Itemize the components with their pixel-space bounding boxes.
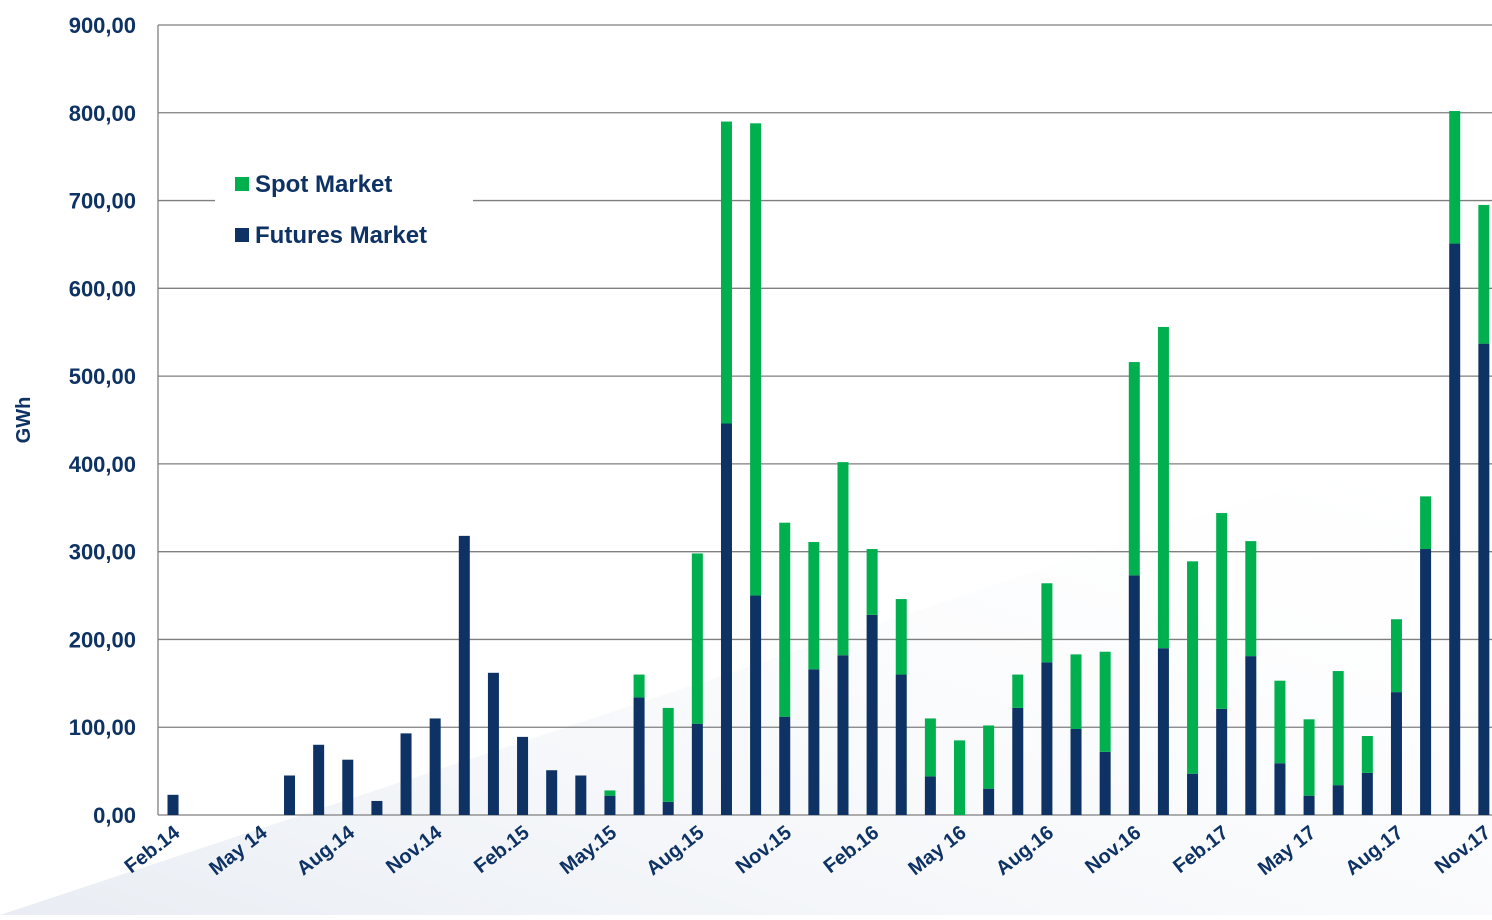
bar-segment — [1332, 671, 1344, 786]
bar-segment — [750, 595, 762, 815]
bar-segment — [1245, 656, 1257, 815]
bar-segment — [808, 669, 820, 815]
bar-segment — [1274, 763, 1286, 815]
bar-segment — [429, 718, 441, 815]
y-tick-label: 900,00 — [69, 13, 136, 38]
bar-segment — [371, 800, 383, 815]
y-tick-label: 700,00 — [69, 189, 136, 214]
bar-segment — [517, 736, 529, 815]
bar-segment — [1449, 243, 1461, 816]
bar-segment — [458, 535, 470, 815]
bar-segment — [1041, 583, 1053, 663]
bar-segment — [1274, 680, 1286, 764]
bar-segment — [1361, 736, 1373, 773]
bar-segment — [604, 790, 616, 796]
bar-segment — [895, 599, 907, 675]
y-tick-label: 200,00 — [69, 627, 136, 652]
bar-segment — [313, 744, 325, 815]
y-tick-label: 100,00 — [69, 715, 136, 740]
legend-box — [215, 160, 473, 260]
y-tick-label: 600,00 — [69, 276, 136, 301]
y-tick-label: 500,00 — [69, 364, 136, 389]
bar-segment — [1070, 654, 1082, 729]
y-axis-label: GWh — [13, 397, 35, 444]
bar-segment — [342, 759, 354, 815]
bar-segment — [954, 740, 966, 815]
bar-segment — [866, 549, 878, 615]
bar-segment — [1303, 795, 1315, 815]
bar-segment — [750, 123, 762, 596]
bar-segment — [779, 522, 791, 717]
bar-segment — [1449, 111, 1461, 244]
bar-segment — [167, 794, 179, 815]
bar-segment — [1041, 662, 1053, 815]
bar-segment — [1478, 343, 1490, 815]
bar-segment — [1216, 708, 1228, 815]
bar-segment — [1187, 561, 1199, 774]
bar-segment — [662, 801, 674, 815]
bar-segment — [1332, 785, 1344, 815]
bar-segment — [662, 707, 674, 802]
y-tick-label: 0,00 — [93, 803, 136, 828]
bar-segment — [691, 723, 703, 815]
bar-segment — [895, 674, 907, 815]
bar-segment — [924, 776, 936, 815]
bar-segment — [1099, 651, 1111, 752]
bar-segment — [487, 672, 499, 815]
bar-segment — [1361, 772, 1373, 815]
bar-segment — [1420, 549, 1432, 815]
legend-label: Futures Market — [255, 222, 427, 249]
bar-segment — [1099, 751, 1111, 815]
legend-swatch — [235, 228, 249, 242]
bar-segment — [1245, 541, 1257, 657]
bar-segment — [1420, 496, 1432, 550]
bar-segment — [720, 423, 732, 815]
legend-swatch — [235, 177, 249, 191]
y-tick-label: 300,00 — [69, 540, 136, 565]
background-decoration — [0, 420, 1492, 915]
bar-segment — [691, 553, 703, 724]
bar-segment — [633, 674, 645, 698]
bar-segment — [808, 542, 820, 670]
bar-segment — [1128, 575, 1140, 815]
bar-segment — [1478, 204, 1490, 344]
legend-label: Spot Market — [255, 171, 392, 198]
bar-segment — [779, 716, 791, 815]
bar-segment — [1303, 719, 1315, 796]
bar-segment — [575, 775, 587, 815]
bar-segment — [546, 770, 558, 815]
bar-segment — [1390, 692, 1402, 815]
bar-segment — [837, 655, 849, 815]
bar-segment — [1390, 619, 1402, 693]
bar-segment — [1157, 326, 1169, 649]
bar-segment — [1012, 674, 1024, 708]
y-tick-label: 800,00 — [69, 101, 136, 126]
bar-segment — [983, 788, 995, 815]
y-tick-label: 400,00 — [69, 452, 136, 477]
bar-segment — [604, 795, 616, 815]
bar-segment — [866, 614, 878, 815]
bar-segment — [1157, 648, 1169, 815]
bar-segment — [1187, 773, 1199, 815]
bar-segment — [1012, 707, 1024, 815]
bar-segment — [284, 775, 296, 815]
bar-segment — [400, 733, 412, 815]
bar-segment — [720, 121, 732, 424]
bar-segment — [633, 697, 645, 815]
bar-segment — [924, 718, 936, 777]
bar-segment — [1128, 362, 1140, 576]
bar-segment — [983, 725, 995, 789]
bar-segment — [837, 462, 849, 656]
bar-segment — [1070, 728, 1082, 815]
bar-segment — [1216, 513, 1228, 709]
